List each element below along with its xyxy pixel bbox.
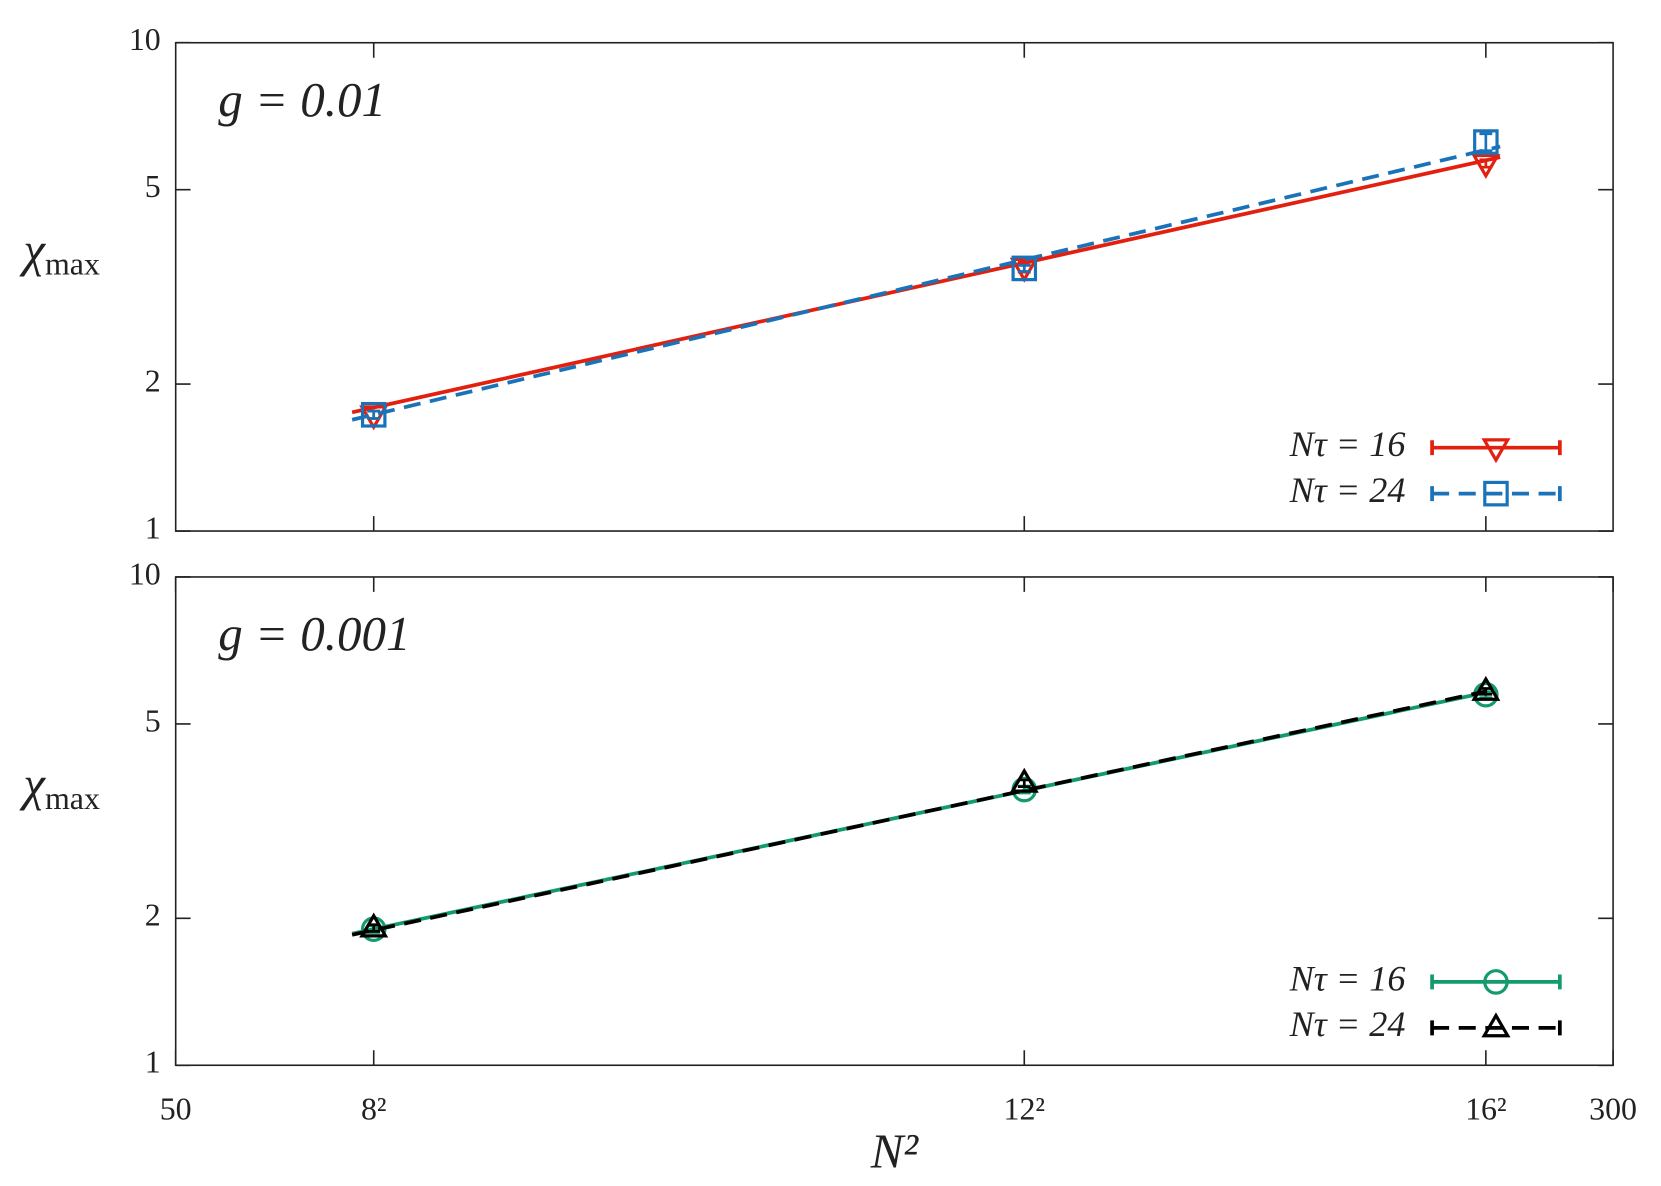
- marker: [1011, 255, 1038, 282]
- x-axis-label: N²: [870, 1123, 920, 1178]
- y-tick-label: 5: [145, 168, 161, 204]
- plot-frame: [174, 41, 1614, 532]
- error-bar: [1479, 132, 1493, 153]
- legend-label: Nτ = 16: [1289, 424, 1406, 464]
- marker: [1009, 257, 1039, 283]
- panel: 1 2 5 10 50 8² 12² 16² 300 N² χmax g = 0.001 Nτ = 16…: [19, 555, 1637, 1178]
- legend-line: [1430, 440, 1562, 456]
- plot-frame: [174, 576, 1614, 1067]
- error-bar: [367, 409, 381, 420]
- y-tick-label: 10: [129, 21, 161, 57]
- x-tick-label: 8²: [361, 1091, 387, 1127]
- x-tick-label: 12²: [1004, 1091, 1046, 1127]
- y-label-symbol: χ: [19, 756, 46, 811]
- y-label-subscript: max: [45, 246, 100, 282]
- fit-line: [351, 144, 1501, 422]
- fit-line: [351, 689, 1487, 937]
- legend-marker: [1483, 969, 1509, 995]
- legend-marker: [1483, 480, 1509, 507]
- marker: [1471, 153, 1501, 179]
- y-tick-label: 10: [129, 555, 161, 591]
- marker: [359, 912, 389, 938]
- x-tick-label: 300: [1589, 1091, 1637, 1127]
- y-tick-label: 2: [145, 897, 161, 933]
- panel: 1 2 5 10 χmax g = 0.01 Nτ = 16 Nτ = 24: [19, 21, 1614, 545]
- marker: [1009, 767, 1039, 793]
- x-tick-label: 50: [160, 1091, 192, 1127]
- error-bar: [1017, 264, 1031, 273]
- marker: [1471, 675, 1501, 701]
- legend-label: Nτ = 16: [1289, 958, 1406, 998]
- marker: [1473, 129, 1499, 155]
- legend-label: Nτ = 24: [1289, 470, 1406, 510]
- y-tick-label: 2: [145, 362, 161, 398]
- legend-label: Nτ = 24: [1289, 1004, 1406, 1044]
- y-tick-label: 1: [145, 1044, 161, 1080]
- y-label-subscript: max: [45, 780, 100, 816]
- legend-line: [1430, 974, 1562, 990]
- y-tick-label: 5: [145, 702, 161, 738]
- y-axis-label: χmax: [19, 756, 100, 816]
- y-label-symbol: χ: [19, 222, 46, 277]
- x-tick-label: 16²: [1465, 1091, 1507, 1127]
- legend-marker: [1481, 1012, 1511, 1038]
- y-tick-label: 1: [145, 509, 161, 545]
- annotation: g = 0.001: [218, 606, 410, 661]
- legend-line: [1430, 1020, 1562, 1036]
- legend-line: [1430, 486, 1562, 502]
- marker: [360, 401, 387, 428]
- annotation: g = 0.01: [218, 72, 386, 127]
- legend-marker: [1481, 438, 1511, 464]
- y-axis-label: χmax: [19, 222, 100, 282]
